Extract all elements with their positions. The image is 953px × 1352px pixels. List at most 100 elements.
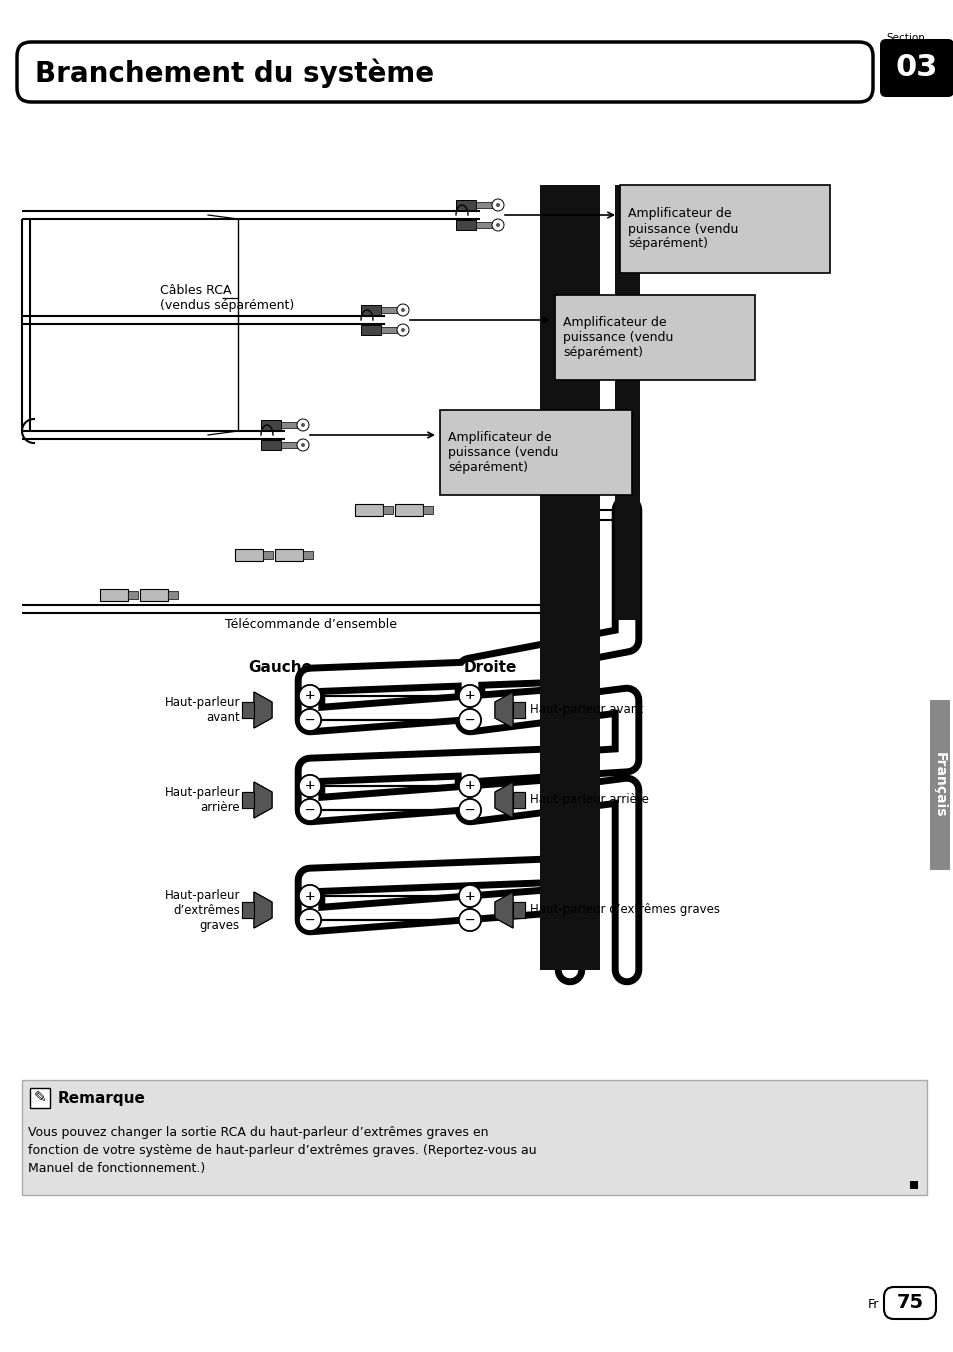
Polygon shape [495, 781, 513, 818]
Circle shape [298, 909, 320, 932]
Bar [476, 201, 494, 208]
Circle shape [400, 308, 405, 312]
Bar [513, 792, 524, 808]
Bar [513, 902, 524, 918]
Bar [615, 185, 639, 621]
Circle shape [298, 708, 320, 731]
Text: +: + [464, 690, 475, 703]
Polygon shape [253, 781, 272, 818]
FancyBboxPatch shape [17, 42, 872, 101]
Bar [281, 442, 298, 448]
Bar [513, 702, 524, 718]
Bar [274, 549, 303, 561]
Text: −: − [464, 914, 475, 926]
Bar [555, 295, 754, 380]
Bar [168, 591, 178, 599]
Text: Amplificateur de
puissance (vendu
séparément): Amplificateur de puissance (vendu séparé… [627, 207, 738, 250]
Text: −: − [304, 803, 314, 817]
Text: Haut-parleur arrière: Haut-parleur arrière [530, 794, 648, 807]
Text: Français: Français [932, 752, 946, 818]
Polygon shape [253, 892, 272, 927]
Text: −: − [304, 714, 314, 726]
Polygon shape [253, 781, 272, 818]
Circle shape [458, 909, 480, 932]
Bar [619, 185, 829, 273]
Bar [382, 506, 393, 514]
Polygon shape [495, 892, 513, 927]
Text: Haut-parleur d’extrêmes graves: Haut-parleur d’extrêmes graves [530, 903, 720, 917]
Bar [22, 1080, 926, 1195]
Text: Droite: Droite [463, 661, 517, 676]
Text: −: − [304, 714, 314, 726]
Bar [513, 702, 524, 718]
Text: +: + [464, 780, 475, 792]
Bar [261, 420, 281, 430]
Text: −: − [464, 714, 475, 726]
Bar [615, 185, 639, 621]
Bar [929, 700, 949, 869]
Polygon shape [495, 781, 513, 818]
Bar [242, 792, 253, 808]
Circle shape [298, 775, 320, 796]
FancyBboxPatch shape [883, 1287, 935, 1320]
Bar [395, 504, 422, 516]
Text: +: + [304, 890, 315, 903]
Circle shape [298, 886, 320, 907]
Bar [242, 902, 253, 918]
Bar [360, 306, 380, 315]
Circle shape [396, 304, 409, 316]
Text: −: − [464, 803, 475, 817]
Circle shape [458, 775, 480, 796]
Polygon shape [495, 892, 513, 927]
Text: +: + [304, 780, 315, 792]
Circle shape [298, 685, 320, 707]
Circle shape [396, 324, 409, 337]
Text: Haut-parleur
avant: Haut-parleur avant [164, 696, 240, 725]
FancyBboxPatch shape [879, 39, 953, 97]
Circle shape [458, 799, 480, 821]
Bar [242, 902, 253, 918]
Circle shape [458, 708, 480, 731]
Text: Remarque: Remarque [58, 1091, 146, 1106]
Circle shape [458, 775, 480, 796]
Bar [263, 552, 273, 558]
Text: Câbles RCA
(vendus séparément): Câbles RCA (vendus séparément) [160, 284, 294, 312]
Text: 03: 03 [895, 54, 937, 82]
Text: 75: 75 [896, 1294, 923, 1313]
Text: Amplificateur de
puissance (vendu
séparément): Amplificateur de puissance (vendu séparé… [448, 431, 558, 475]
Circle shape [298, 799, 320, 821]
Text: −: − [464, 803, 475, 817]
Bar [303, 552, 313, 558]
Circle shape [298, 775, 320, 796]
Text: +: + [304, 780, 315, 792]
Bar [140, 589, 168, 602]
Circle shape [496, 223, 499, 227]
Bar [261, 439, 281, 450]
Text: +: + [304, 890, 315, 903]
Circle shape [458, 685, 480, 707]
Bar [242, 702, 253, 718]
Bar [242, 792, 253, 808]
Text: Amplificateur de
puissance (vendu
séparément): Amplificateur de puissance (vendu séparé… [562, 316, 673, 360]
Bar [456, 220, 476, 230]
Bar [539, 185, 599, 969]
Bar [380, 307, 398, 314]
Text: Vous pouvez changer la sortie RCA du haut-parleur d’extrêmes graves en
fonction : Vous pouvez changer la sortie RCA du hau… [28, 1126, 536, 1175]
Circle shape [458, 886, 480, 907]
Text: ✎: ✎ [33, 1091, 47, 1106]
Text: Fr: Fr [867, 1298, 879, 1311]
Circle shape [298, 886, 320, 907]
Bar [513, 792, 524, 808]
Text: Section: Section [885, 32, 923, 43]
Circle shape [400, 329, 405, 333]
Bar [380, 327, 398, 333]
Circle shape [298, 685, 320, 707]
Circle shape [298, 909, 320, 932]
Bar [360, 324, 380, 335]
Bar [476, 222, 494, 228]
Polygon shape [495, 692, 513, 727]
Text: +: + [304, 690, 315, 703]
Bar [281, 422, 298, 429]
Text: −: − [304, 914, 314, 926]
Text: Télécommande d’ensemble: Télécommande d’ensemble [225, 618, 396, 631]
